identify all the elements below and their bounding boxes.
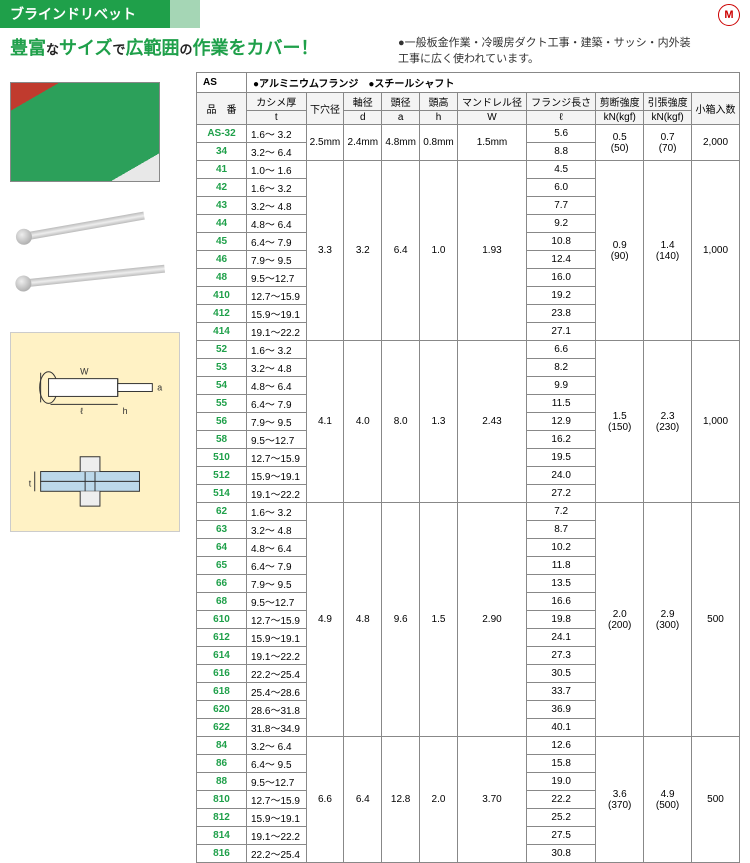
col-head-h: 頭高 [420, 93, 458, 111]
rivet-photo [10, 202, 160, 312]
table-row: AS-321.6～ 3.22.5mm2.4mm4.8mm0.8mm1.5mm5.… [197, 125, 740, 143]
table-row: 521.6～ 3.24.14.08.01.32.436.61.5(150)2.3… [197, 341, 740, 359]
col-hole: 下穴径 [306, 93, 344, 125]
col-mandrel: マンドレル径 [457, 93, 526, 111]
col-grip: カシメ厚 [247, 93, 307, 111]
tagline: 豊富なサイズで広範囲の作業をカバー！ [10, 34, 398, 60]
section-title: ブラインドリベット [0, 0, 200, 28]
series-materials: ●アルミニウムフランジ ●スチールシャフト [247, 73, 740, 93]
col-flange-len: フランジ長さ [527, 93, 596, 111]
col-shear: 剪断強度 [596, 93, 644, 111]
table-row: 621.6～ 3.24.94.89.61.52.907.22.0(200)2.9… [197, 503, 740, 521]
svg-text:a: a [157, 382, 162, 392]
sub-description: ●一般板金作業・冷暖房ダクト工事・建築・サッシ・内外装工事に広く使われています。 [398, 34, 698, 66]
col-head-dia: 頭径 [382, 93, 420, 111]
col-code: 品 番 [197, 93, 247, 125]
svg-text:W: W [80, 367, 89, 377]
col-tensile: 引張強度 [644, 93, 692, 111]
product-box-image [10, 82, 160, 182]
col-shaft-dia: 軸径 [344, 93, 382, 111]
table-row: 843.2～ 6.46.66.412.82.03.7012.63.6(370)4… [197, 737, 740, 755]
dimension-diagram: W a ℓ h t [10, 332, 180, 532]
svg-text:h: h [123, 406, 128, 416]
col-qty: 小箱入数 [692, 93, 740, 125]
svg-text:ℓ: ℓ [80, 406, 83, 416]
series-code: AS [197, 73, 247, 93]
svg-text:t: t [29, 478, 32, 488]
table-row: 411.0～ 1.63.33.26.41.01.934.50.9(90)1.4(… [197, 161, 740, 179]
brand-logo-icon: M [718, 4, 740, 26]
spec-table: AS ●アルミニウムフランジ ●スチールシャフト 品 番 カシメ厚 下穴径 軸径… [196, 72, 740, 863]
